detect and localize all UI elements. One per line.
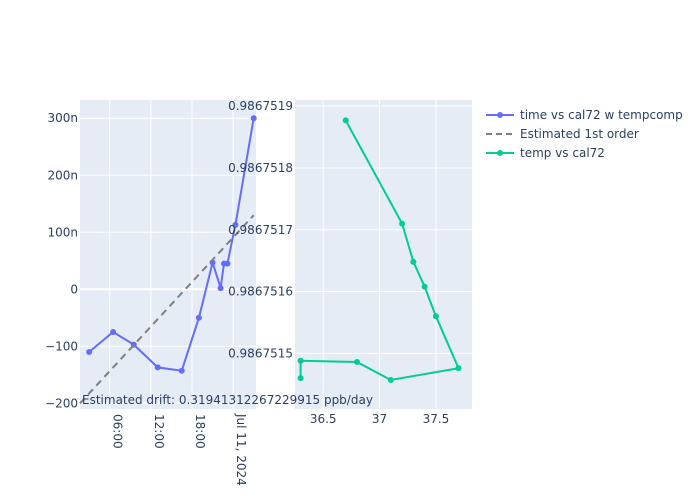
data-point[interactable]	[410, 258, 417, 265]
left-plot-grid	[80, 100, 256, 409]
legend-item[interactable]: Estimated 1st order	[486, 127, 639, 141]
left-y-tick-label: 0	[70, 282, 78, 296]
left-y-tick-label: 200n	[47, 168, 78, 182]
series-line-estimated-1st-order	[79, 214, 255, 404]
data-point[interactable]	[342, 117, 349, 124]
right-y-tick-label: 0.9867519	[228, 99, 293, 113]
data-point[interactable]	[217, 285, 224, 292]
data-point[interactable]	[178, 367, 185, 374]
data-point[interactable]	[387, 376, 394, 383]
data-point[interactable]	[224, 260, 231, 267]
right-y-tick-label: 0.9867518	[228, 161, 293, 175]
left-x-tick-label: Jul 11, 2024	[234, 413, 248, 486]
data-point[interactable]	[354, 359, 361, 366]
right-plot-x-ticks: 36.5 37 37.5	[310, 412, 449, 426]
left-y-tick-label: −100	[45, 339, 78, 353]
left-y-tick-label: 300n	[47, 111, 78, 125]
left-plot-y-ticks: −200 −100 0 100n 200n 300n	[45, 111, 78, 410]
legend-label: time vs cal72 w tempcomp	[520, 108, 683, 122]
right-y-tick-label: 0.9867517	[228, 223, 293, 237]
legend-marker	[497, 112, 503, 118]
right-plot-background	[295, 100, 472, 409]
left-x-tick-label: 18:00	[193, 414, 207, 449]
left-y-tick-label: 100n	[47, 225, 78, 239]
left-y-tick-label: −200	[45, 396, 78, 410]
right-plot-grid	[295, 100, 472, 409]
left-plot-x-ticks: 06:00 12:00 18:00 Jul 11, 2024	[111, 413, 248, 486]
data-point[interactable]	[86, 348, 93, 355]
right-x-tick-label: 36.5	[310, 412, 337, 426]
data-point[interactable]	[297, 357, 304, 364]
left-x-tick-label: 06:00	[111, 414, 125, 449]
data-point[interactable]	[421, 283, 428, 290]
legend-marker	[497, 150, 503, 156]
data-point[interactable]	[250, 115, 257, 122]
data-point[interactable]	[399, 220, 406, 227]
left-plot: 06:00 12:00 18:00 Jul 11, 2024 −200 −100 0 100…	[45, 100, 257, 486]
drift-annotation: Estimated drift: 0.31941312267229915 ppb…	[82, 393, 373, 407]
legend-item[interactable]: temp vs cal72	[486, 146, 605, 160]
series-line-time-vs-cal72-w-tempcomp	[88, 118, 255, 372]
right-x-tick-label: 37.5	[423, 412, 450, 426]
series-line-temp-vs-cal72	[299, 119, 460, 382]
left-x-tick-label: 12:00	[152, 414, 166, 449]
legend-label: temp vs cal72	[520, 146, 605, 160]
right-plot-series	[297, 117, 462, 383]
right-plot: 36.5 37 37.5 0.98675150.98675160.98675170.…	[228, 99, 472, 426]
data-point[interactable]	[195, 314, 202, 321]
legend-label: Estimated 1st order	[520, 127, 639, 141]
data-point[interactable]	[110, 329, 117, 336]
data-point[interactable]	[432, 313, 439, 320]
data-point[interactable]	[455, 365, 462, 372]
legend[interactable]: time vs cal72 w tempcomp Estimated 1st or…	[486, 108, 683, 160]
right-y-tick-label: 0.9867516	[228, 285, 293, 299]
legend-item[interactable]: time vs cal72 w tempcomp	[486, 108, 683, 122]
data-point[interactable]	[297, 375, 304, 382]
right-x-tick-label: 37	[372, 412, 387, 426]
data-point[interactable]	[232, 221, 239, 228]
right-y-tick-label: 0.9867515	[228, 346, 293, 360]
right-plot-y-ticks: 0.9867515 0.9867516 0.9867517 0.9867518 0.98…	[228, 99, 293, 360]
data-point[interactable]	[154, 364, 161, 371]
left-plot-series	[79, 115, 257, 404]
